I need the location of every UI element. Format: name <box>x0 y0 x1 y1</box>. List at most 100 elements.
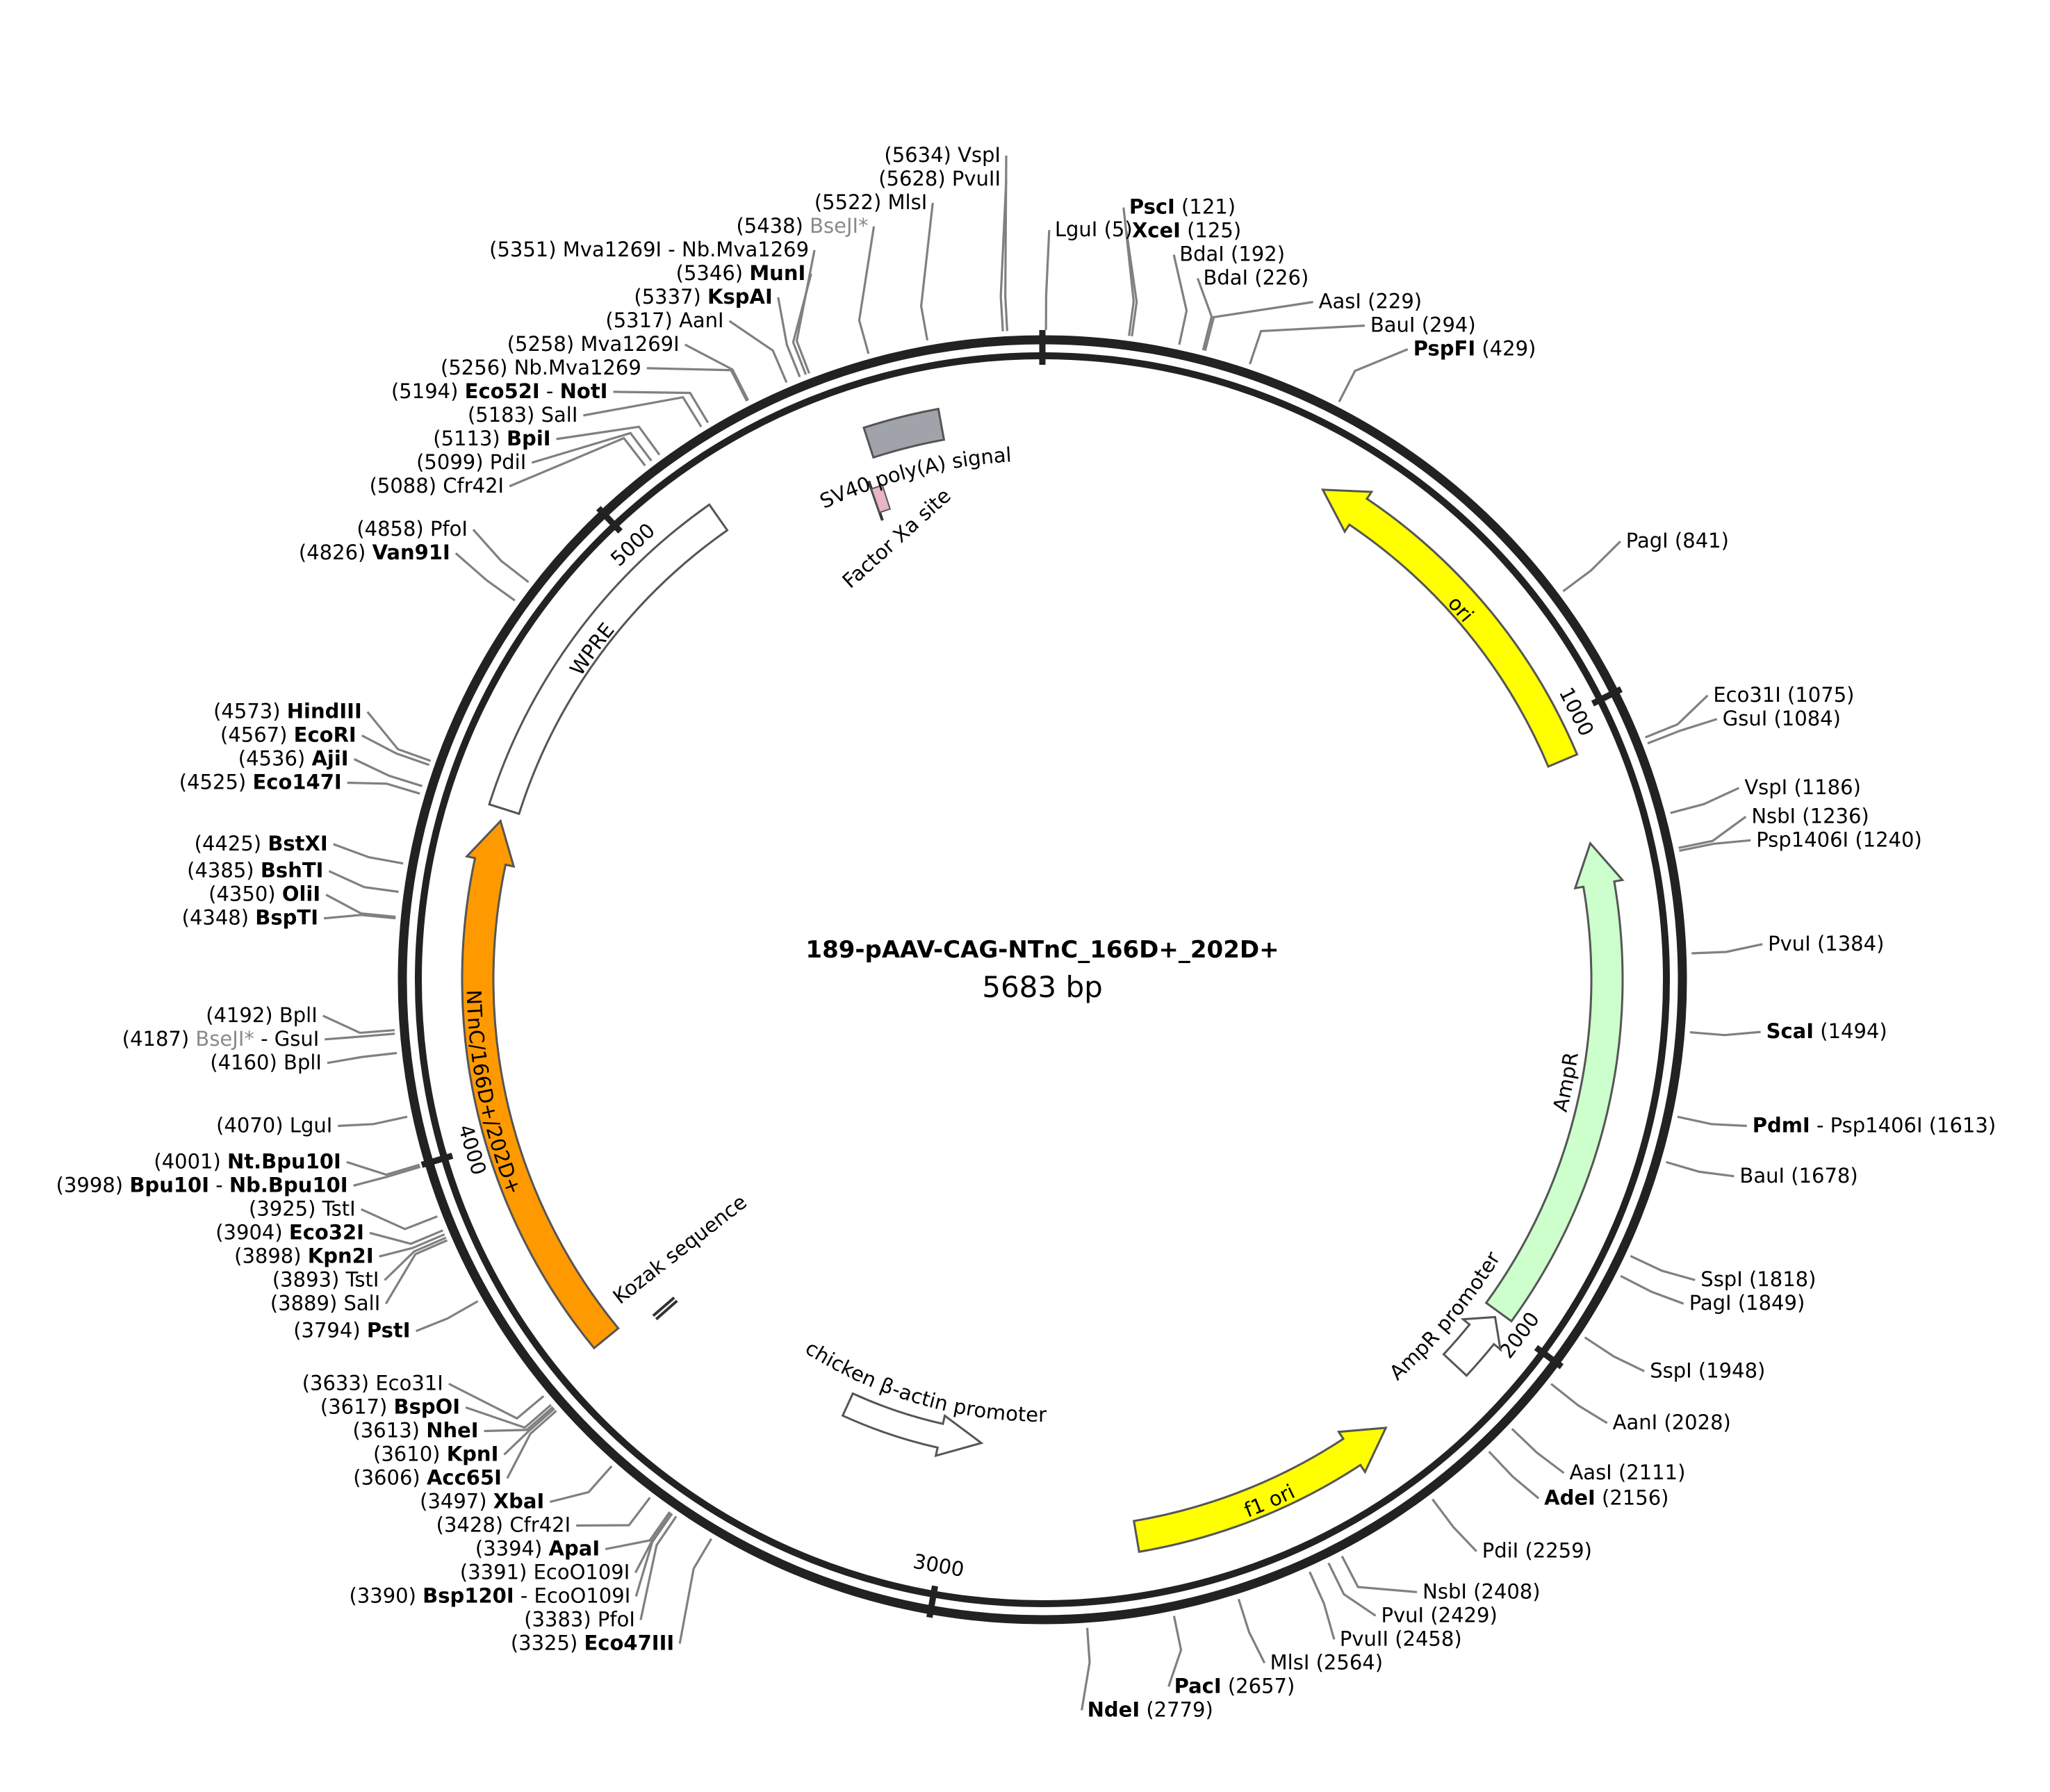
site-vspi: (5634) VspI <box>884 143 1001 167</box>
site-aasi: AasI (229) <box>1319 290 1422 313</box>
site-label: (4826) Van91I <box>299 541 450 564</box>
site-leader <box>484 1406 554 1433</box>
feature-shape <box>841 1392 984 1458</box>
site-label: (4567) EcoRI <box>220 723 356 746</box>
site-leader <box>361 734 430 766</box>
site-label: (3794) PstI <box>293 1319 410 1342</box>
site-label: (4525) Eco147I <box>179 770 342 794</box>
site-leader-lines <box>322 155 1763 1711</box>
site-leader <box>1677 1115 1747 1127</box>
feature-shape <box>1484 841 1625 1323</box>
factor-xa-shape <box>870 484 892 513</box>
site-leader <box>325 1033 395 1041</box>
site-leader <box>1044 229 1051 331</box>
site-xcei: XceI (125) <box>1132 219 1241 243</box>
site-leader <box>556 425 661 456</box>
site-label: (4536) AjiI <box>238 746 349 770</box>
site-label: (4350) OliI <box>208 882 320 906</box>
site-eco31i: Eco31I (1075) <box>1713 683 1854 707</box>
site-eco31i: (3633) Eco31I <box>302 1371 443 1395</box>
site-label: (5628) PvuII <box>878 167 1001 190</box>
site-leader <box>509 436 646 488</box>
site-label: (5113) BpiI <box>433 427 550 450</box>
site-leader <box>369 1229 444 1245</box>
site-label: (3390) Bsp120I - EcoO109I <box>350 1584 631 1607</box>
site-lgui: (4070) LguI <box>216 1113 332 1137</box>
site-label: (3617) BspOI <box>320 1395 460 1418</box>
site-label: (4425) BstXI <box>195 832 328 855</box>
site-ecori: (4567) EcoRI <box>220 723 356 746</box>
site-leader <box>328 870 399 894</box>
site-label: AasI (229) <box>1319 290 1422 313</box>
feature-ampr: AmpR <box>1484 841 1625 1323</box>
site-leader <box>634 1513 673 1597</box>
site-label: (4573) HindIII <box>213 699 362 723</box>
site-pdii: PdiI (2259) <box>1482 1539 1592 1563</box>
site-leader <box>322 1014 395 1035</box>
site-label: PvuII (2458) <box>1340 1627 1462 1650</box>
site-leader <box>465 1404 552 1429</box>
site-sali: (5183) SalI <box>468 403 577 427</box>
site-label: NsbI (1236) <box>1751 804 1869 828</box>
site-van91i: (4826) Van91I <box>299 541 450 564</box>
site-leader <box>347 781 420 795</box>
kozak-mark <box>652 1296 675 1317</box>
site-xbai: (3497) XbaI <box>420 1489 544 1513</box>
site-hindiii: (4573) HindIII <box>213 699 362 723</box>
site-label: (5337) KspAI <box>634 285 772 309</box>
site-label: (3893) TstI <box>272 1267 379 1291</box>
site-label: Eco31I (1075) <box>1713 683 1854 707</box>
site-apai: (3394) ApaI <box>475 1536 600 1560</box>
site-label: PspFI (429) <box>1413 337 1536 361</box>
site-bsp120i-ecoo109i: (3390) Bsp120I - EcoO109I <box>350 1584 631 1607</box>
site-leader <box>333 843 404 865</box>
tick-mark <box>926 1585 938 1618</box>
site-leader <box>448 1383 545 1420</box>
site-leader <box>1647 718 1718 745</box>
site-label: (4858) PfoI <box>356 517 468 541</box>
site-leader <box>323 914 396 920</box>
site-leader <box>360 1208 438 1231</box>
site-leader <box>1327 1562 1377 1617</box>
site-leader <box>1081 1627 1091 1711</box>
site-leader <box>531 431 653 464</box>
site-pvui: PvuI (2429) <box>1381 1603 1498 1627</box>
site-pdmi-psp1406i: PdmI - Psp1406I (1613) <box>1753 1113 1996 1137</box>
site-gsui: GsuI (1084) <box>1723 707 1841 730</box>
site-label: AdeI (2156) <box>1544 1486 1668 1509</box>
site-leader <box>639 1515 678 1620</box>
site-leader <box>1511 1428 1565 1474</box>
site-label: (3391) EcoO109I <box>460 1560 630 1584</box>
site-leader <box>353 1165 421 1187</box>
tick-mark <box>420 1152 454 1168</box>
site-label: (3428) Cfr42I <box>436 1513 571 1536</box>
site-baui: BauI (1678) <box>1739 1164 1858 1187</box>
site-leader <box>1204 301 1313 352</box>
site-bpli: (4160) BplI <box>210 1051 322 1074</box>
site-psci: PscI (121) <box>1129 195 1236 219</box>
feature-chicken-actin-promoter: chicken β-actin promoter <box>801 1336 1047 1458</box>
site-leader <box>1620 1274 1684 1305</box>
site-label: AanI (2028) <box>1613 1411 1731 1434</box>
site-label: (3497) XbaI <box>420 1489 544 1513</box>
feature-shape <box>1132 1427 1388 1554</box>
site-scai: ScaI (1494) <box>1766 1019 1887 1043</box>
site-label: (4385) BshTI <box>187 859 323 882</box>
site-label: SspI (1818) <box>1700 1267 1816 1291</box>
site-bspti: (4348) BspTI <box>182 906 318 930</box>
site-leader <box>1550 1383 1608 1424</box>
site-pagi: PagI (841) <box>1626 529 1729 552</box>
site-muni: (5346) MunI <box>676 261 806 285</box>
site-label: PacI (2657) <box>1174 1674 1295 1698</box>
site-pfoi: (3383) PfoI <box>524 1607 635 1631</box>
site-leader <box>472 529 530 583</box>
site-mva1269i-nb-mva1269: (5351) Mva1269I - Nb.Mva1269 <box>489 238 809 261</box>
site-label: (5258) Mva1269I <box>507 332 680 356</box>
plasmid-size: 5683 bp <box>982 970 1103 1004</box>
site-nt-bpu10i: (4001) Nt.Bpu10I <box>154 1149 341 1173</box>
feature-shape <box>488 503 729 816</box>
site-label: (5438) BseJI* <box>736 214 868 238</box>
site-label: (3898) Kpn2I <box>234 1244 374 1267</box>
site-baui: BauI (294) <box>1370 313 1476 337</box>
